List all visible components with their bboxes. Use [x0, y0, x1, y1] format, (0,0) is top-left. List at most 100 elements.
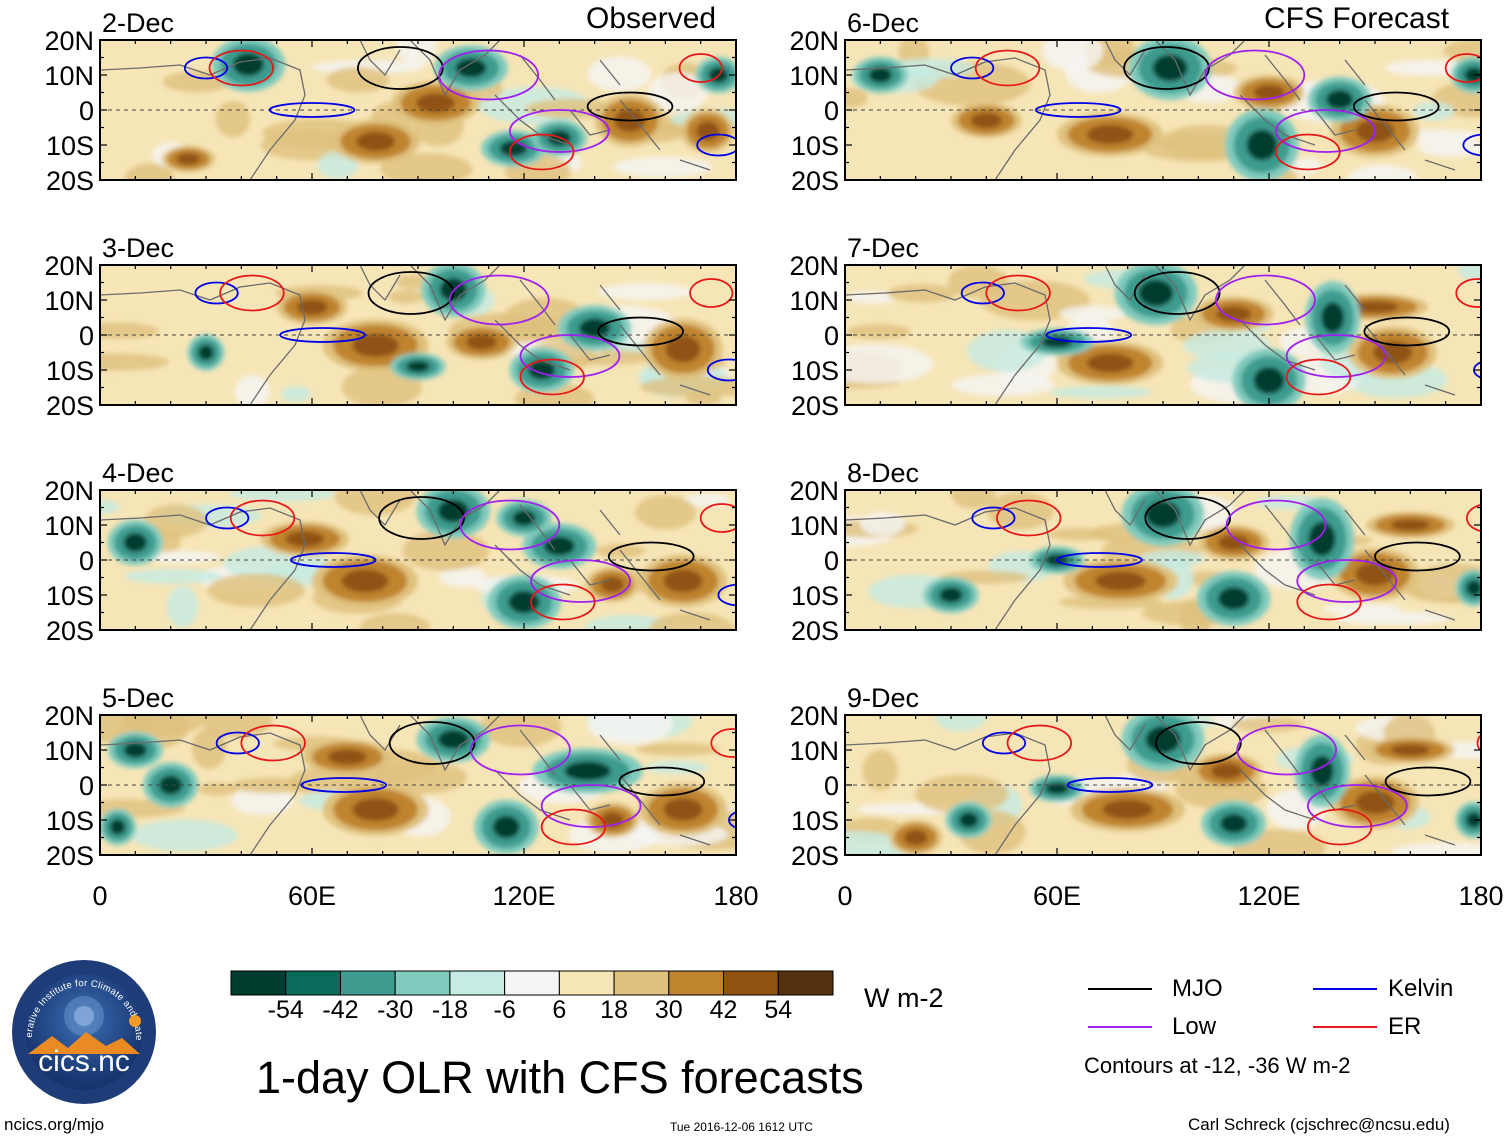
dry-anomaly-core [1216, 306, 1252, 322]
wet-anomaly-core [1253, 367, 1285, 394]
y-tick-label: 20S [46, 616, 94, 646]
dry-anomaly-core [341, 569, 389, 593]
y-tick-label: 20N [44, 251, 94, 281]
colorbar-swatch [285, 970, 341, 996]
contour-er [508, 133, 575, 171]
cics-logo: Cooperative Institute for Climate and Sa… [6, 950, 158, 1106]
texture-blob [887, 284, 957, 303]
wet-anomaly-core [1320, 302, 1345, 333]
colorbar-label: -42 [322, 996, 359, 1024]
wet-anomaly-core [123, 742, 147, 758]
y-tick-label: 10S [46, 581, 94, 611]
wet-anomaly-core [958, 812, 979, 828]
legend-line-kelvin [1313, 988, 1377, 990]
x-tick-label: 120E [1237, 881, 1300, 911]
texture-blob [191, 727, 227, 770]
colorbar-swatch [394, 970, 451, 996]
contour-er [229, 499, 296, 537]
y-tick-label: 10N [44, 511, 94, 541]
wet-anomaly-core [1464, 67, 1481, 83]
contour-er [519, 358, 585, 396]
texture-blob [1183, 330, 1271, 361]
contour-low [540, 784, 642, 828]
y-tick-label: 10N [44, 286, 94, 316]
texture-blob [1385, 59, 1474, 77]
wet-anomaly-core [437, 499, 469, 523]
texture-blob [207, 573, 305, 608]
texture-blob [587, 56, 652, 92]
contour-kelvin [960, 281, 1005, 305]
texture-blob [845, 88, 869, 108]
contour-er [699, 503, 736, 533]
contour-mjo [618, 766, 706, 797]
legend-label-low: Low [1172, 1013, 1217, 1040]
colorbar-swatch [230, 970, 287, 996]
panel-field [100, 265, 736, 405]
coastlines [100, 40, 711, 180]
wet-anomaly-core [543, 536, 575, 556]
panel-ticks [99, 489, 737, 631]
contour-er [1465, 503, 1481, 533]
panel-5-Dec: 5-Dec 20N 10N 0 10S 20S [44, 683, 737, 871]
contour-mjo [388, 721, 476, 765]
contour-low [448, 274, 550, 326]
contour-er [240, 724, 306, 762]
contour-mjo [1374, 541, 1461, 572]
islands-coast [494, 319, 711, 396]
contour-kelvin [1034, 102, 1122, 118]
x-tick-label: 60E [288, 881, 336, 911]
wet-anomaly-core [198, 344, 214, 361]
colorbar-swatch [558, 970, 615, 996]
colorbar-label: 6 [552, 996, 567, 1024]
contour-kelvin [268, 102, 356, 118]
main-title: 1-day OLR with CFS forecasts [256, 1052, 864, 1103]
contour-mjo [1133, 271, 1221, 315]
islands-coast [494, 94, 711, 171]
wet-anomaly-core [406, 360, 430, 373]
africa-coast [845, 282, 1051, 405]
y-tick-label: 0 [824, 771, 839, 801]
africa-coast [100, 282, 306, 405]
contour-low [1204, 49, 1306, 101]
panel-date-label: 4-Dec [102, 458, 174, 488]
y-tick-label: 10N [44, 736, 94, 766]
peninsula-coast [519, 279, 621, 326]
texture-blob [215, 100, 251, 138]
colorbar-label: -6 [493, 996, 516, 1024]
contour-low [508, 109, 610, 153]
panel-date-label: 2-Dec [102, 8, 174, 38]
colorbar-label: -54 [267, 996, 304, 1024]
texture-blob [388, 290, 424, 304]
contour-low [1236, 724, 1338, 776]
footer-credit: Carl Schreck (cjschrec@ncsu.edu) [1188, 1115, 1450, 1134]
contour-low [519, 334, 621, 378]
texture-blob [1413, 101, 1455, 121]
y-tick-label: 0 [79, 96, 94, 126]
wet-anomaly-core [1326, 89, 1354, 110]
wave-contours [205, 496, 736, 621]
contour-er [530, 583, 596, 621]
dry-anomaly-core [1355, 790, 1395, 815]
africa-coast [845, 732, 1051, 855]
y-tick-label: 20S [791, 166, 839, 196]
wet-anomaly-core [1466, 812, 1481, 828]
contour-kelvin [1045, 327, 1133, 343]
texture-blob [198, 782, 238, 796]
wet-anomaly-core [1218, 586, 1250, 611]
contour-mjo [357, 46, 444, 90]
contour-mjo [1384, 766, 1472, 797]
units-label: W m-2 [864, 983, 944, 1013]
logo-name: cics.nc [38, 1045, 130, 1078]
africa-coast [100, 507, 306, 630]
contour-low [438, 49, 540, 101]
asia-coast [1104, 490, 1246, 547]
y-tick-label: 10S [46, 131, 94, 161]
contour-low [459, 499, 561, 551]
contour-er [710, 728, 736, 758]
dry-anomaly-core [327, 749, 367, 765]
texture-blob [326, 66, 390, 93]
y-tick-label: 20S [46, 166, 94, 196]
y-tick-label: 10S [46, 356, 94, 386]
texture-blob [1139, 550, 1205, 568]
contour-low [1306, 784, 1408, 828]
